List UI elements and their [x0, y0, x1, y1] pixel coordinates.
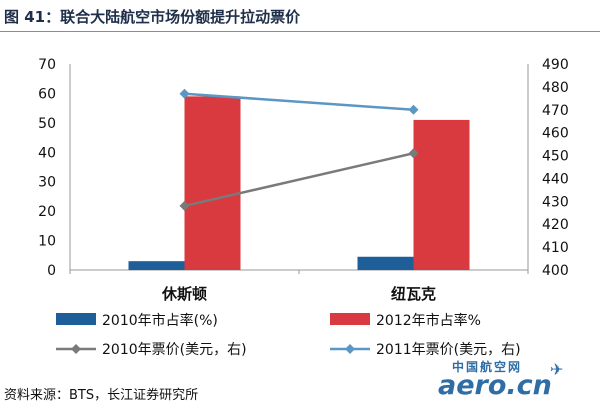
legend-label: 2010年市占率(%): [102, 312, 218, 329]
series-point-marker: [179, 88, 190, 99]
y-right-tick-label: 440: [542, 171, 569, 187]
legend-swatch: [330, 313, 370, 325]
bar-2012-share: [184, 96, 241, 270]
legend-label: 2010年票价(美元，右): [102, 342, 247, 358]
y-left-tick-label: 10: [38, 234, 56, 250]
bar-2012-share: [413, 119, 470, 271]
y-left-tick-label: 0: [47, 263, 56, 279]
y-right-tick-label: 430: [542, 194, 569, 210]
watermark-en: aero.cn: [438, 370, 552, 401]
y-right-tick-label: 470: [542, 103, 569, 119]
watermark-logo: 中国航空网 aero.cn ✈: [432, 358, 598, 406]
legend-marker: [345, 344, 355, 354]
y-right-tick-label: 450: [542, 149, 569, 165]
y-right-tick-label: 480: [542, 80, 569, 96]
x-category-label: 休斯顿: [161, 285, 207, 303]
plane-icon: ✈: [550, 360, 564, 379]
y-right-tick-label: 410: [542, 240, 569, 256]
y-right-tick-label: 400: [542, 263, 569, 279]
y-right-tick-label: 490: [542, 57, 569, 73]
chart: 0 10 20 30 40 50 60 70 400 410 420 430 440 450 460 470 4…: [38, 57, 569, 358]
y-right-tick-label: 460: [542, 126, 569, 142]
x-category-label: 纽瓦克: [391, 285, 436, 303]
bar-2010-share: [357, 256, 414, 270]
y-left-tick-label: 60: [38, 86, 56, 102]
legend-label: 2012年市占率%: [376, 312, 481, 329]
legend-marker: [71, 344, 81, 354]
y-right-tick-label: 420: [542, 217, 569, 233]
y-left-tick-label: 30: [38, 175, 56, 191]
series-line-2011-fare: [184, 92, 414, 112]
legend-swatch: [56, 313, 96, 325]
y-left-tick-label: 70: [38, 57, 56, 73]
source-note: 资料来源：BTS，长江证券研究所: [4, 388, 199, 403]
y-left-tick-label: 20: [38, 204, 56, 220]
legend-label: 2011年票价(美元，右): [376, 342, 521, 358]
y-left-tick-label: 50: [38, 116, 56, 132]
bar-2010-share: [128, 261, 185, 270]
watermark-cn: 中国航空网: [452, 360, 523, 374]
chart-title: 图 41：联合大陆航空市场份额提升拉动票价: [4, 8, 301, 26]
title-divider: [0, 31, 600, 32]
series-point-marker: [179, 200, 190, 211]
series-point-marker: [408, 148, 419, 159]
series-point-marker: [408, 104, 419, 115]
series-line-2010-fare: [184, 152, 414, 208]
y-left-tick-label: 40: [38, 145, 56, 161]
